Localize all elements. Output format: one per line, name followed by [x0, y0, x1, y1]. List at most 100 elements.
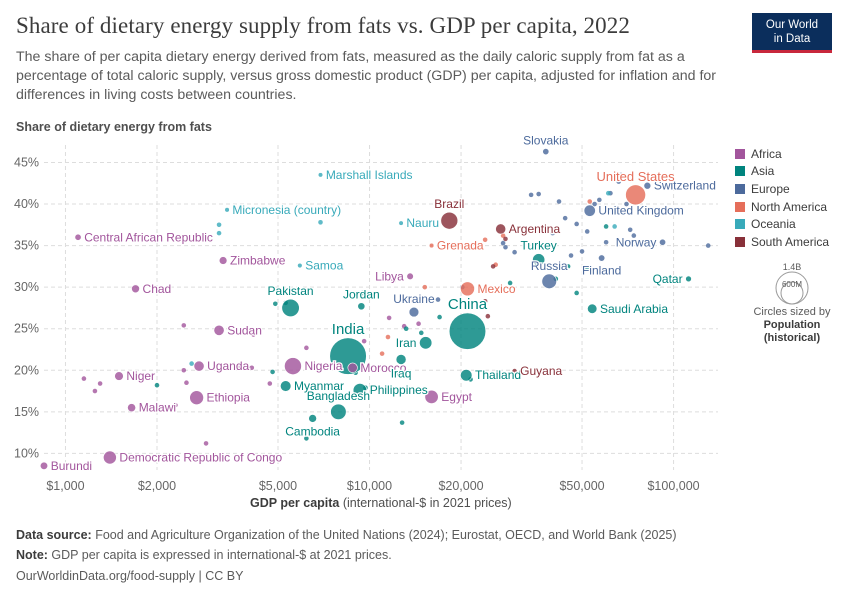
data-point[interactable]	[574, 290, 579, 296]
source-link[interactable]: OurWorldinData.org/food-supply	[16, 569, 196, 583]
data-point[interactable]	[528, 192, 534, 198]
data-point-united-kingdom[interactable]	[583, 204, 596, 217]
data-point[interactable]	[249, 365, 255, 371]
data-point-slovakia[interactable]	[542, 148, 550, 156]
data-point[interactable]	[624, 201, 629, 207]
data-point[interactable]	[403, 326, 409, 332]
data-point-nigeria[interactable]	[284, 357, 302, 375]
data-point[interactable]	[399, 420, 405, 425]
data-point-united-states[interactable]	[625, 184, 646, 206]
data-point[interactable]	[592, 201, 597, 207]
data-point[interactable]	[612, 224, 617, 229]
data-point[interactable]	[385, 334, 391, 340]
data-point-malawi[interactable]	[127, 403, 136, 413]
data-point-grenada[interactable]	[428, 242, 435, 249]
data-point[interactable]	[503, 236, 508, 242]
data-point[interactable]	[490, 264, 496, 269]
data-point-niger[interactable]	[114, 371, 124, 381]
data-point[interactable]	[597, 197, 602, 203]
data-point[interactable]	[406, 298, 412, 304]
data-point[interactable]	[503, 244, 508, 250]
data-point[interactable]	[550, 230, 555, 236]
data-point[interactable]	[603, 239, 609, 245]
data-point[interactable]	[216, 230, 222, 236]
data-point-pakistan[interactable]	[281, 298, 300, 317]
owid-logo[interactable]: Our World in Data	[752, 13, 832, 53]
data-point[interactable]	[304, 436, 309, 441]
data-point[interactable]	[705, 243, 711, 248]
data-point[interactable]	[512, 249, 517, 255]
data-point[interactable]	[416, 321, 421, 327]
data-point[interactable]	[267, 381, 273, 386]
data-point-guyana[interactable]	[511, 368, 518, 374]
data-point-iraq[interactable]	[395, 354, 407, 365]
data-point[interactable]	[273, 301, 278, 307]
data-point-micronesia-country[interactable]	[224, 207, 230, 213]
data-point-libya[interactable]	[406, 272, 414, 280]
data-point-cambodia[interactable]	[308, 414, 317, 423]
data-point-brazil[interactable]	[440, 211, 459, 230]
data-point[interactable]	[181, 367, 187, 373]
data-point-myanmar[interactable]	[280, 380, 292, 392]
data-point[interactable]	[270, 369, 275, 375]
data-point[interactable]	[396, 372, 402, 377]
data-point-russia[interactable]	[541, 273, 557, 289]
data-point[interactable]	[318, 220, 323, 225]
data-point[interactable]	[235, 365, 241, 371]
legend-item-north-america[interactable]: North America	[735, 198, 829, 216]
data-point[interactable]	[181, 323, 187, 328]
data-point[interactable]	[536, 191, 541, 197]
data-point[interactable]	[620, 239, 625, 245]
data-point[interactable]	[584, 265, 590, 271]
legend-item-south-america[interactable]: South America	[735, 233, 829, 251]
data-point-zimbabwe[interactable]	[218, 256, 228, 265]
data-point[interactable]	[304, 345, 309, 351]
data-point[interactable]	[184, 380, 189, 386]
data-point-india[interactable]	[329, 337, 367, 375]
data-point[interactable]	[411, 298, 417, 304]
data-point[interactable]	[386, 315, 392, 321]
data-point-central-african-republic[interactable]	[74, 233, 82, 241]
data-point[interactable]	[361, 338, 367, 344]
data-point[interactable]	[500, 233, 506, 238]
data-point[interactable]	[507, 280, 513, 286]
data-point[interactable]	[618, 172, 623, 178]
data-point-qatar[interactable]	[685, 275, 692, 283]
data-point-burundi[interactable]	[39, 461, 49, 470]
data-point[interactable]	[251, 332, 256, 337]
data-point[interactable]	[574, 221, 579, 227]
data-point-norway[interactable]	[659, 238, 667, 246]
data-point-egypt[interactable]	[424, 389, 439, 404]
data-point[interactable]	[242, 363, 248, 369]
data-point[interactable]	[603, 224, 609, 229]
data-point-ukraine[interactable]	[408, 306, 420, 318]
data-point-ethiopia[interactable]	[189, 390, 204, 405]
data-point[interactable]	[482, 298, 488, 304]
data-point-marshall-islands[interactable]	[317, 172, 324, 178]
data-point-jordan[interactable]	[357, 302, 366, 311]
data-point[interactable]	[556, 199, 562, 204]
data-point[interactable]	[203, 441, 209, 446]
data-point[interactable]	[81, 376, 87, 381]
data-point[interactable]	[579, 249, 585, 254]
data-point[interactable]	[562, 215, 568, 221]
data-point-turkey[interactable]	[532, 253, 546, 267]
data-point-finland[interactable]	[598, 254, 606, 262]
data-point[interactable]	[500, 240, 506, 246]
data-point-sudan[interactable]	[213, 324, 225, 336]
data-point[interactable]	[360, 290, 366, 296]
data-point[interactable]	[568, 253, 574, 258]
data-point-argentina[interactable]	[495, 223, 507, 235]
data-point[interactable]	[587, 199, 593, 204]
data-point-philippines[interactable]	[352, 383, 368, 398]
data-point[interactable]	[216, 222, 222, 228]
data-point[interactable]	[154, 382, 160, 388]
data-point[interactable]	[565, 264, 571, 269]
legend-item-europe[interactable]: Europe	[735, 180, 829, 198]
data-point-nauru[interactable]	[398, 220, 404, 226]
data-point-mexico[interactable]	[460, 281, 475, 297]
data-point[interactable]	[422, 284, 428, 290]
data-point[interactable]	[616, 179, 622, 184]
data-point[interactable]	[310, 386, 315, 391]
data-point[interactable]	[97, 381, 103, 386]
